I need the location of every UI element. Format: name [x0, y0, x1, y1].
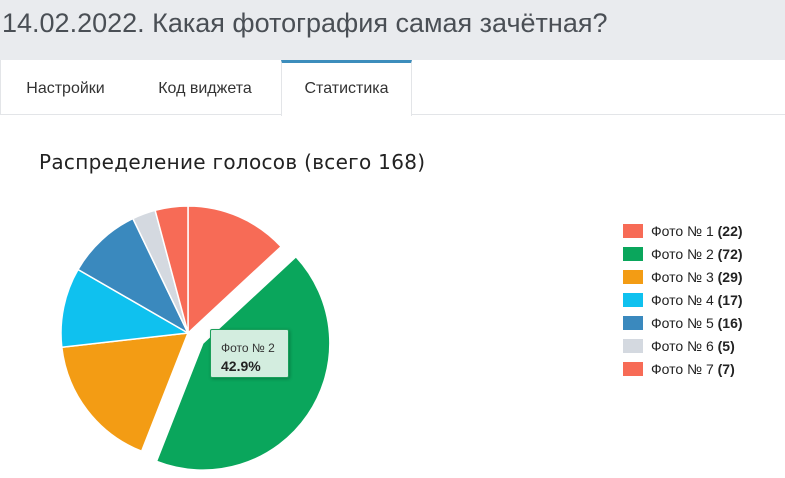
legend-label: Фото № 2 [651, 246, 714, 262]
tab-statistics[interactable]: Статистика [281, 60, 412, 116]
pie-slice-4[interactable] [60, 268, 189, 348]
legend-label: Фото № 7 [651, 361, 714, 377]
legend-label: Фото № 1 [651, 223, 714, 239]
tab-settings[interactable]: Настройки [0, 60, 130, 115]
legend-label: Фото № 6 [651, 338, 714, 354]
legend-swatch [623, 339, 643, 353]
pie-slice-7[interactable] [154, 205, 189, 334]
legend-label: Фото № 4 [651, 292, 714, 308]
pie-slice-5[interactable] [77, 217, 189, 334]
page-header: 14.02.2022. Какая фотография самая зачёт… [0, 0, 785, 60]
legend-swatch [623, 362, 643, 376]
pie-slice-1[interactable] [187, 205, 282, 334]
legend-swatch [623, 270, 643, 284]
legend-swatch [623, 247, 643, 261]
legend-count: (7) [717, 361, 735, 377]
tooltip-value: 42.9% [221, 358, 261, 374]
pie-chart [60, 205, 331, 471]
legend-count: (29) [717, 269, 743, 285]
chart-tooltip: Фото № 2 42.9% [210, 329, 289, 378]
pie-slice-3[interactable] [61, 332, 189, 452]
tab-widget-code[interactable]: Код виджета [158, 80, 252, 97]
legend-count: (16) [717, 315, 743, 331]
chart-title: Распределение голосов (всего 168) [39, 150, 426, 174]
legend-count: (17) [717, 292, 743, 308]
legend-count: (5) [717, 338, 735, 354]
legend-label: Фото № 3 [651, 269, 714, 285]
tab-bar: Настройки Код виджета Статистика [0, 60, 785, 116]
legend-count: (22) [717, 223, 743, 239]
legend-swatch [623, 293, 643, 307]
page-title: 14.02.2022. Какая фотография самая зачёт… [2, 8, 608, 38]
legend-swatch [623, 224, 643, 238]
tooltip-label: Фото № 2 [221, 341, 275, 355]
legend-label: Фото № 5 [651, 315, 714, 331]
legend-swatch [623, 316, 643, 330]
legend-count: (72) [717, 246, 743, 262]
